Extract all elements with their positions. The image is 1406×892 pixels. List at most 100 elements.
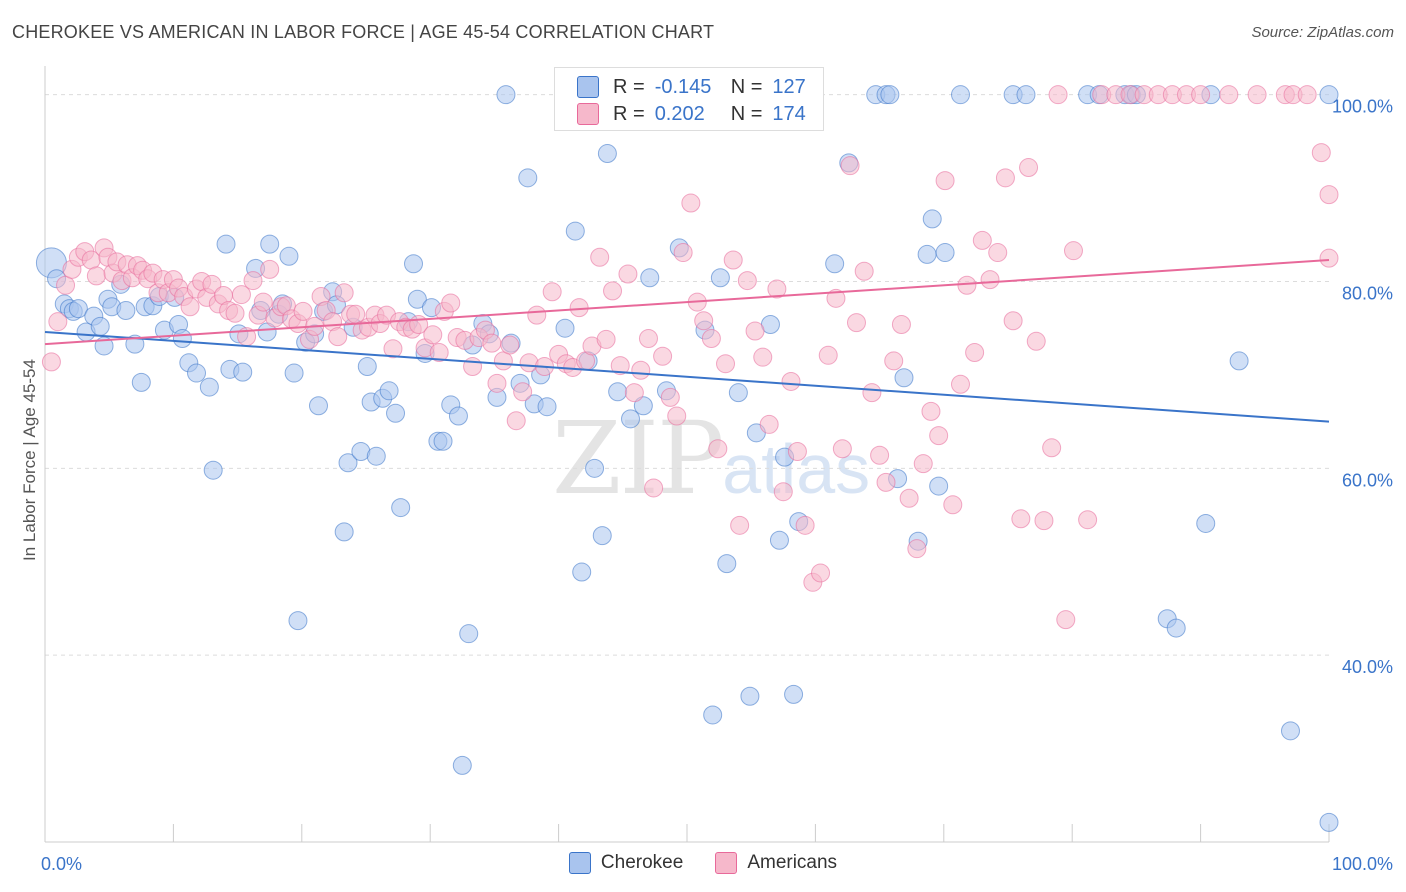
- y-axis-label: In Labor Force | Age 45-54: [20, 359, 39, 561]
- data-point-americans: [846, 313, 866, 333]
- data-point-cherokee: [90, 316, 110, 336]
- data-point-cherokee: [592, 526, 612, 546]
- data-point-americans: [231, 285, 251, 305]
- data-point-cherokee: [1166, 618, 1186, 638]
- data-point-americans: [745, 321, 765, 341]
- data-point-cherokee: [366, 446, 386, 466]
- data-point-cherokee: [68, 299, 88, 319]
- data-point-americans: [527, 305, 547, 325]
- data-point-cherokee: [116, 300, 136, 320]
- data-point-cherokee: [703, 705, 723, 725]
- data-point-americans: [243, 271, 263, 291]
- data-point-americans: [334, 283, 354, 303]
- series-legend: Cherokee Americans: [0, 852, 1406, 874]
- legend-item-americans[interactable]: Americans: [715, 852, 837, 874]
- data-point-cherokee: [950, 85, 970, 105]
- legend-r-label: R =: [613, 75, 645, 98]
- data-point-cherokee: [496, 85, 516, 105]
- data-point-americans: [884, 351, 904, 371]
- data-point-americans: [48, 312, 68, 332]
- data-point-cherokee: [279, 246, 299, 266]
- data-point-americans: [383, 339, 403, 359]
- data-point-americans: [618, 264, 638, 284]
- data-point-americans: [980, 270, 1000, 290]
- x-tick-label-end: 100.0%: [1332, 854, 1393, 874]
- data-point-americans: [1056, 610, 1076, 630]
- data-point-cherokee: [633, 396, 653, 416]
- data-point-americans: [1219, 85, 1239, 105]
- data-point-americans: [293, 301, 313, 321]
- data-point-cherokee: [728, 383, 748, 403]
- data-point-americans: [907, 539, 927, 559]
- data-point-americans: [610, 356, 630, 376]
- y-tick-label: 100.0%: [1332, 97, 1393, 117]
- data-point-cherokee: [740, 686, 760, 706]
- data-point-americans: [624, 383, 644, 403]
- data-point-americans: [253, 292, 273, 312]
- data-point-americans: [441, 293, 461, 313]
- data-point-americans: [950, 374, 970, 394]
- data-point-cherokee: [717, 554, 737, 574]
- data-point-cherokee: [216, 234, 236, 254]
- legend-n-label: N =: [730, 75, 763, 98]
- data-point-americans: [965, 343, 985, 363]
- data-point-americans: [638, 328, 658, 348]
- data-point-cherokee: [379, 381, 399, 401]
- data-point-cherokee: [784, 684, 804, 704]
- data-point-cherokee: [131, 372, 151, 392]
- data-point-cherokee: [555, 318, 575, 338]
- data-point-americans: [225, 303, 245, 323]
- data-point-americans: [1319, 248, 1339, 268]
- data-point-cherokee: [199, 377, 219, 397]
- data-point-americans: [590, 247, 610, 267]
- data-point-americans: [1011, 509, 1031, 529]
- legend-row-americans: R = 0.202 N = 174: [577, 101, 806, 127]
- data-point-cherokee: [334, 522, 354, 542]
- axis-labels: 40.0% 60.0% 80.0% 100.0% 0.0% 100.0% In Labor …: [20, 97, 1393, 874]
- data-point-cherokee: [125, 334, 145, 354]
- data-point-cherokee: [640, 268, 660, 288]
- data-point-americans: [487, 373, 507, 393]
- trend-line-cherokee: [44, 330, 1330, 423]
- data-point-americans: [1247, 85, 1267, 105]
- data-point-americans: [870, 445, 890, 465]
- data-point-cherokee: [391, 498, 411, 518]
- data-point-cherokee: [1016, 85, 1036, 105]
- data-point-cherokee: [1319, 85, 1339, 105]
- data-point-cherokee: [233, 362, 253, 382]
- legend-item-cherokee[interactable]: Cherokee: [568, 852, 683, 874]
- data-point-americans: [1297, 85, 1317, 105]
- data-point-americans: [1026, 331, 1046, 351]
- data-point-cherokee: [922, 209, 942, 229]
- data-point-americans: [913, 454, 933, 474]
- data-point-cherokee: [565, 221, 585, 241]
- series-americans: [41, 85, 1339, 630]
- data-point-americans: [988, 243, 1008, 263]
- data-point-cherokee: [357, 357, 377, 377]
- data-point-americans: [328, 327, 348, 347]
- data-point-americans: [811, 563, 831, 583]
- legend-swatch-cherokee: [568, 852, 591, 874]
- data-point-americans: [787, 442, 807, 462]
- data-point-americans: [429, 343, 449, 363]
- data-point-cherokee: [404, 254, 424, 274]
- data-point-americans: [596, 329, 616, 349]
- data-point-americans: [180, 297, 200, 317]
- data-point-americans: [1048, 85, 1068, 105]
- data-point-americans: [569, 298, 589, 318]
- data-point-cherokee: [1280, 721, 1300, 741]
- trend-lines: [44, 259, 1330, 423]
- data-point-americans: [660, 387, 680, 407]
- data-point-cherokee: [825, 254, 845, 274]
- data-point-americans: [667, 406, 687, 426]
- data-point-cherokee: [338, 453, 358, 473]
- data-point-americans: [86, 266, 106, 286]
- legend-label-americans: Americans: [747, 852, 838, 873]
- legend-n-value: 174: [772, 102, 806, 125]
- data-point-americans: [781, 371, 801, 391]
- data-point-americans: [1319, 185, 1339, 205]
- data-point-cherokee: [433, 431, 453, 451]
- data-point-cherokee: [172, 328, 192, 348]
- data-point-cherokee: [308, 396, 328, 416]
